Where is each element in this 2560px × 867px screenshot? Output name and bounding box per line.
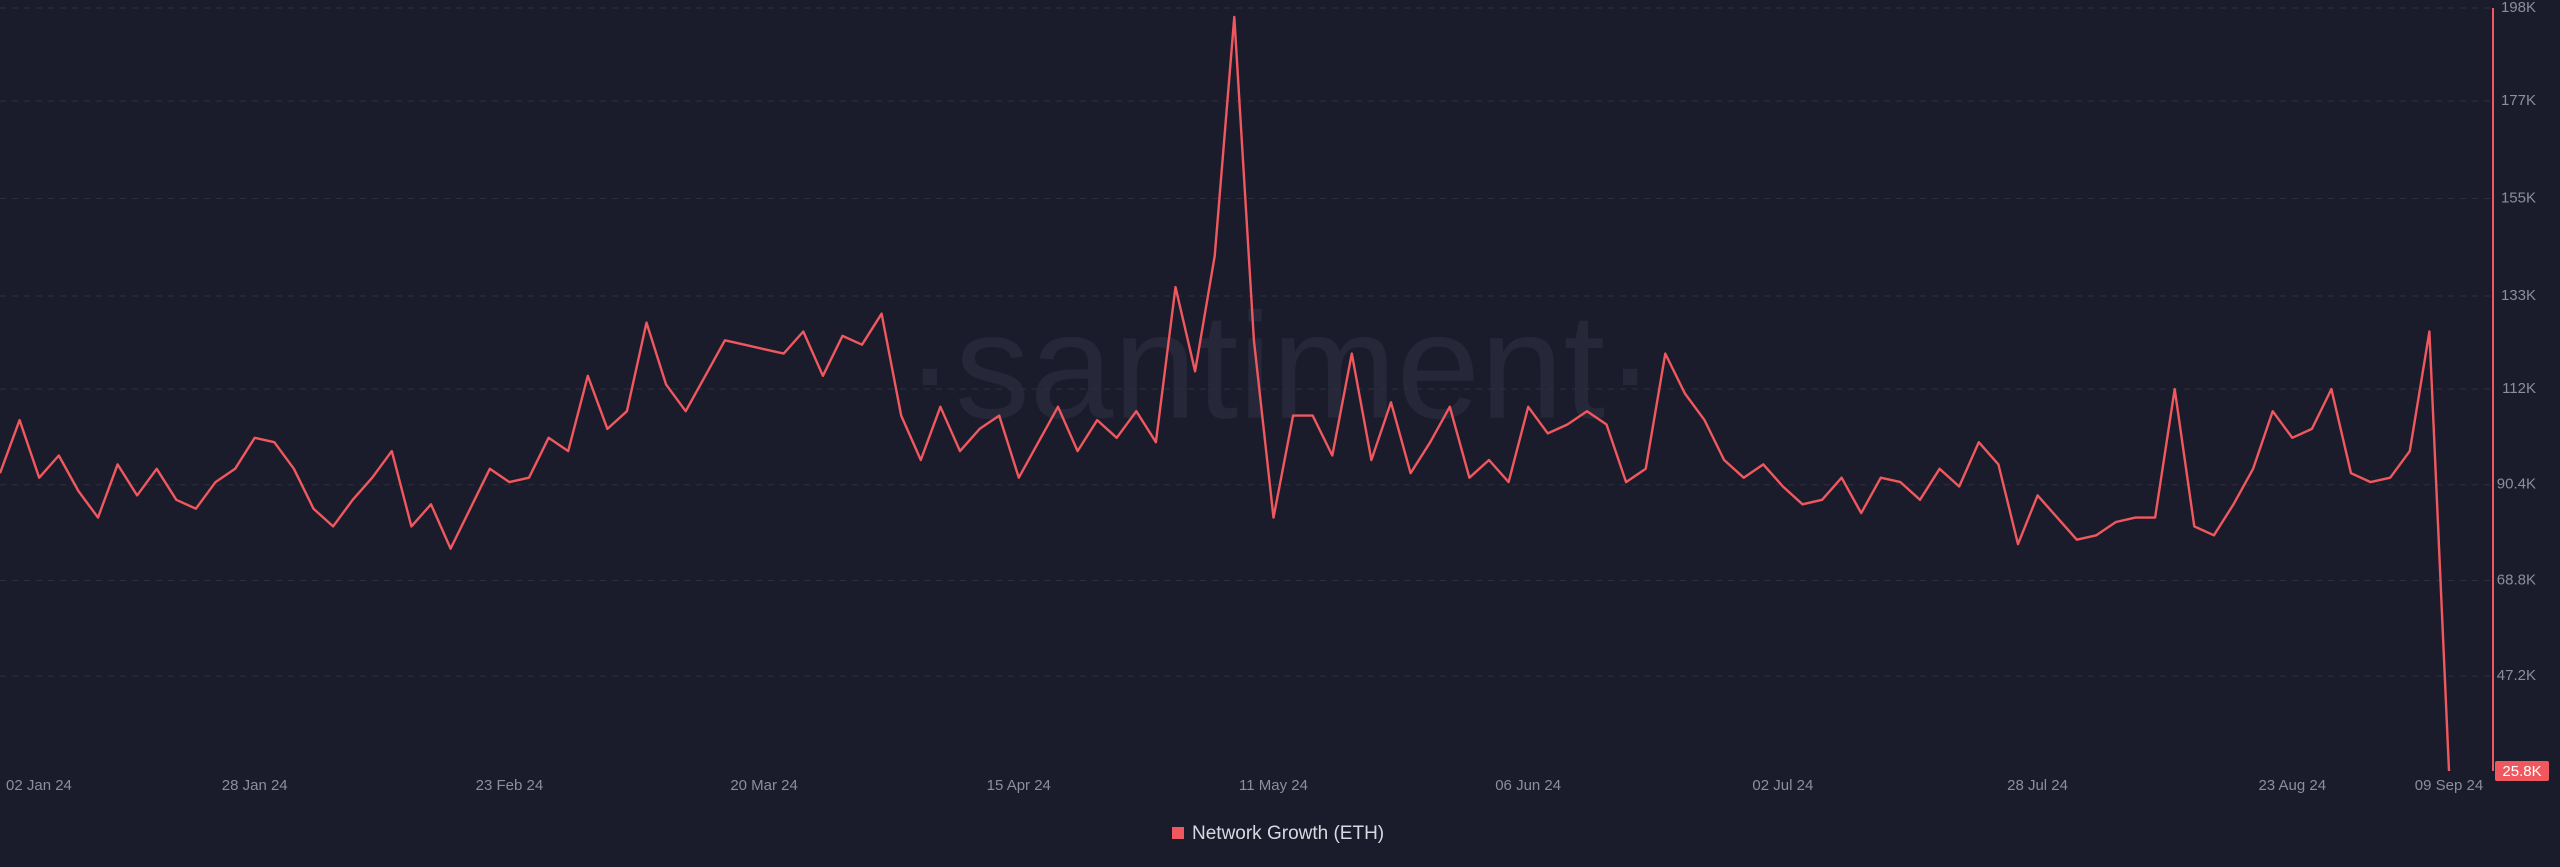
watermark: ·santiment· [905,282,1655,450]
x-tick-label: 20 Mar 24 [730,777,798,794]
last-value-tag [2495,761,2549,781]
y-tick-label: 198K [2501,0,2536,16]
y-tick-label: 90.4K [2497,476,2536,493]
x-tick-label: 11 May 24 [1239,777,1308,794]
x-tick-label: 02 Jan 24 [6,777,72,794]
series-line [0,15,2451,772]
y-tick-label: 133K [2501,287,2536,304]
x-tick-label: 23 Feb 24 [476,777,544,794]
last-value-label: 25.8K [2502,763,2541,780]
x-tick-label: 06 Jun 24 [1495,777,1561,794]
legend-label: Network Growth (ETH) [1192,823,1384,844]
x-tick-label: 28 Jan 24 [222,777,288,794]
x-tick-label: 02 Jul 24 [1752,777,1813,794]
y-tick-label: 155K [2501,189,2536,206]
y-tick-label: 68.8K [2497,571,2536,588]
x-tick-label: 09 Sep 24 [2415,777,2483,794]
y-tick-label: 112K [2502,380,2536,397]
x-tick-label: 23 Aug 24 [2258,777,2326,794]
y-tick-label: 47.2K [2497,667,2536,684]
y-tick-label: 177K [2501,92,2536,109]
x-tick-label: 15 Apr 24 [987,777,1051,794]
legend-swatch [1172,827,1184,839]
x-tick-label: 28 Jul 24 [2007,777,2068,794]
